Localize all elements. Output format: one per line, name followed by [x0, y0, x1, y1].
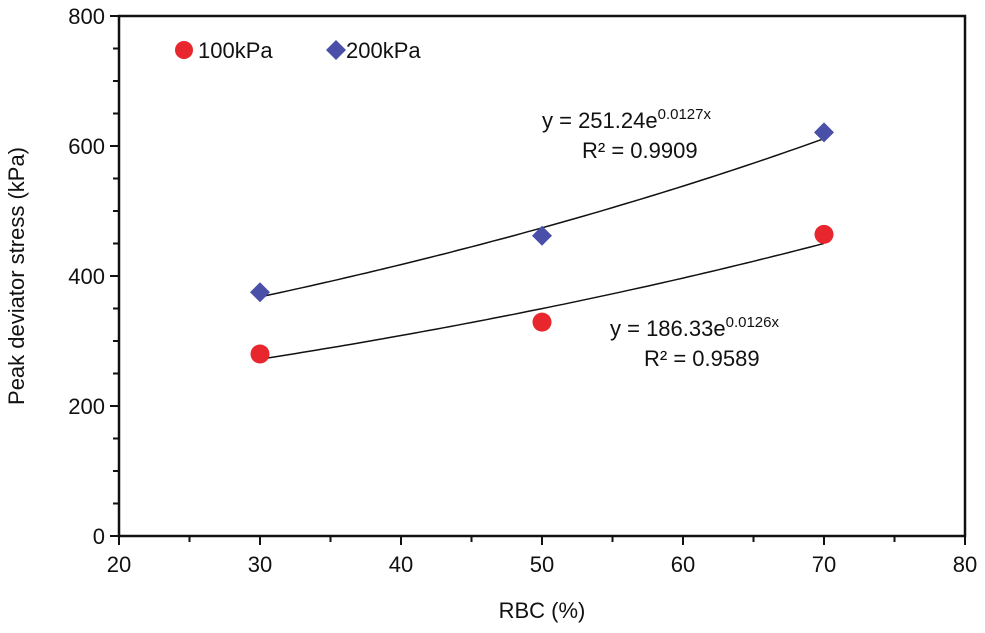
y-tick-label: 0	[93, 524, 105, 549]
x-tick-label: 40	[389, 552, 413, 577]
x-tick-label: 80	[953, 552, 977, 577]
data-point	[814, 224, 834, 244]
data-point	[814, 122, 834, 143]
data-point	[532, 225, 552, 246]
r2-label: R² = 0.9589	[644, 346, 760, 371]
svg-text:y = 251.24e0.0127x: y = 251.24e0.0127x	[542, 106, 711, 133]
y-tick-label: 400	[68, 264, 105, 289]
x-tick-label: 60	[671, 552, 695, 577]
equation-base: y = 186.33e	[610, 316, 726, 341]
plot-frame	[117, 14, 967, 538]
y-tick-label: 600	[68, 134, 105, 159]
marks	[250, 122, 834, 364]
y-tick-label: 800	[68, 4, 105, 29]
legend: 100kPa 200kPa	[175, 38, 421, 63]
data-point	[250, 344, 270, 364]
y-axis-label: Peak deviator stress (kPa)	[4, 147, 29, 405]
equation-100kpa: y = 186.33e0.0126x R² = 0.9589	[610, 314, 779, 371]
data-point	[532, 312, 552, 332]
x-tick-label: 70	[812, 552, 836, 577]
trendline-200kpa	[259, 137, 825, 298]
svg-text:y = 186.33e0.0126x: y = 186.33e0.0126x	[610, 314, 779, 341]
legend-marker-100kpa	[175, 41, 193, 59]
data-point	[250, 282, 270, 303]
equation-200kpa: y = 251.24e0.0127x R² = 0.9909	[542, 106, 711, 163]
x-axis-label: RBC (%)	[499, 598, 586, 623]
equation-exponent: 0.0126x	[726, 314, 780, 331]
legend-label-100kpa: 100kPa	[198, 38, 273, 63]
x-tick-label: 30	[248, 552, 272, 577]
equation-base: y = 251.24e	[542, 108, 658, 133]
x-tick-label: 20	[107, 552, 131, 577]
r2-label: R² = 0.9909	[582, 138, 698, 163]
equation-exponent: 0.0127x	[658, 106, 712, 123]
y-tick-label: 200	[68, 394, 105, 419]
legend-label-200kpa: 200kPa	[346, 38, 421, 63]
legend-marker-200kpa	[326, 40, 346, 60]
trendline-100kpa	[259, 242, 825, 360]
x-tick-label: 50	[530, 552, 554, 577]
